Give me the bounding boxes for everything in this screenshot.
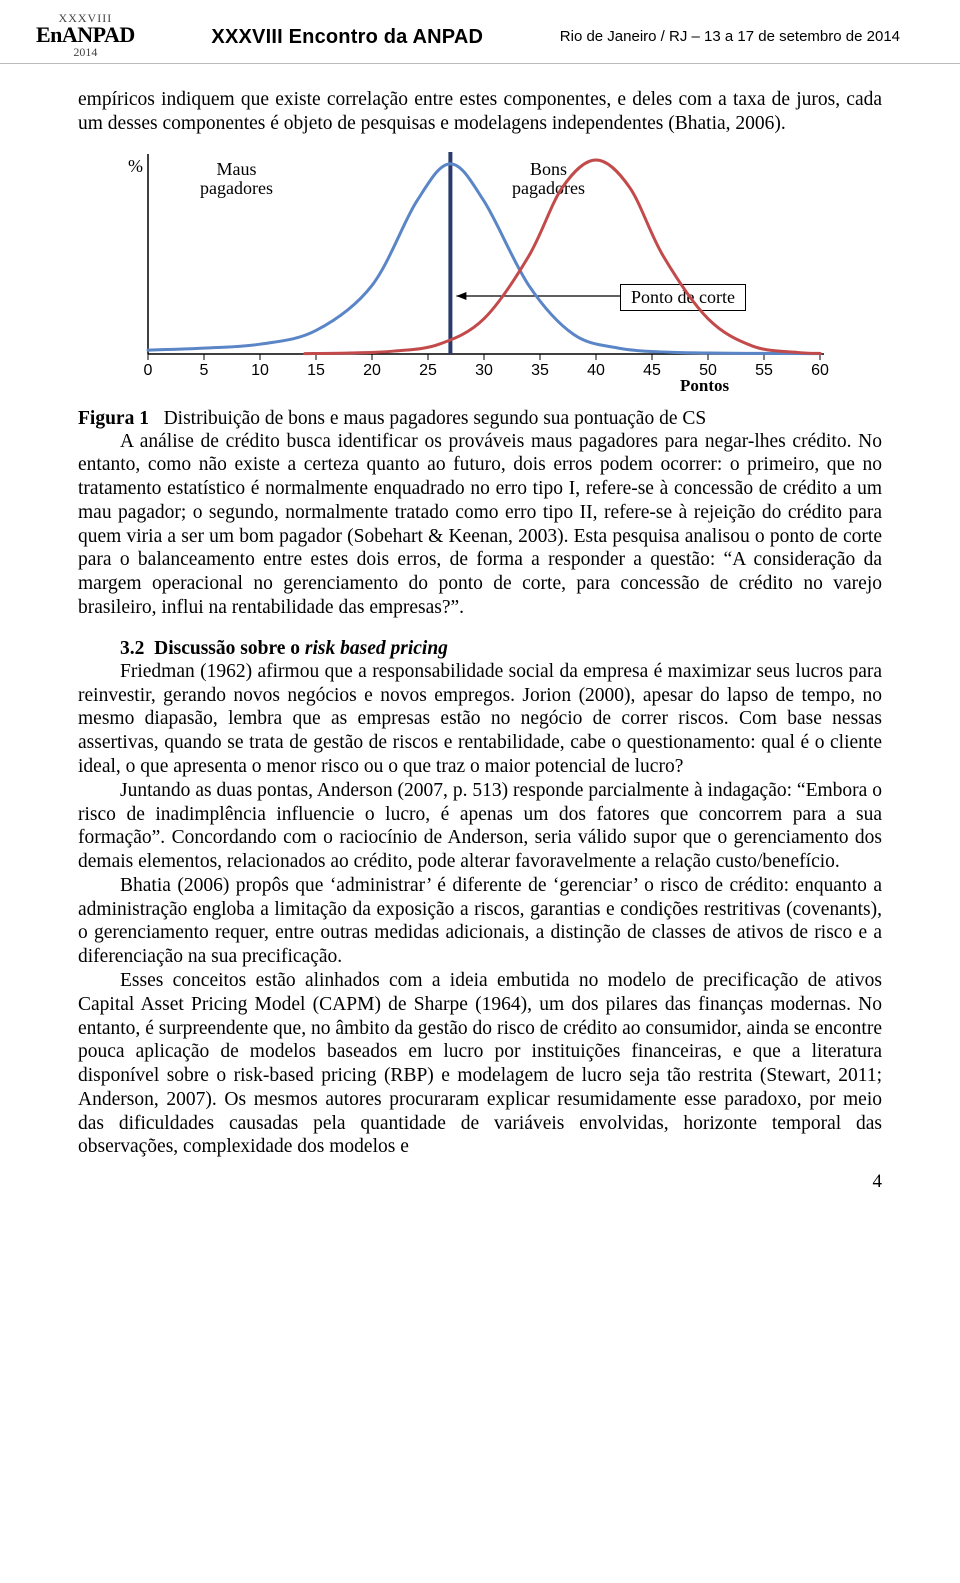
intro-paragraph: empíricos indiquem que existe correlação… [78, 88, 882, 136]
x-tick-label: 50 [694, 362, 722, 380]
x-tick-label: 40 [582, 362, 610, 380]
x-tick-label: 30 [470, 362, 498, 380]
x-tick-label: 25 [414, 362, 442, 380]
x-tick-label: 15 [302, 362, 330, 380]
body-paragraph-3: Juntando as duas pontas, Anderson (2007,… [78, 779, 882, 874]
figure-caption: Figura 1 Distribuição de bons e maus pag… [78, 408, 882, 430]
body-paragraph-1: A análise de crédito busca identificar o… [78, 430, 882, 620]
x-tick-label: 55 [750, 362, 778, 380]
body-paragraph-2: Friedman (1962) afirmou que a responsabi… [78, 660, 882, 779]
x-tick-label: 20 [358, 362, 386, 380]
body-paragraph-4: Bhatia (2006) propôs que ‘administrar’ é… [78, 874, 882, 969]
x-tick-label: 5 [190, 362, 218, 380]
distribution-chart: % Mauspagadores Bonspagadores Ponto de c… [100, 144, 860, 404]
figure-caption-text: Distribuição de bons e maus pagadores se… [164, 408, 707, 429]
x-tick-label: 45 [638, 362, 666, 380]
logo-brand: EnANPAD [36, 24, 135, 46]
section-heading-pre: Discussão sobre o [154, 638, 305, 659]
x-tick-label: 60 [806, 362, 834, 380]
page-header: XXXVIII EnANPAD 2014 XXXVIII Encontro da… [0, 0, 960, 64]
x-tick-label: 35 [526, 362, 554, 380]
figure-label: Figura 1 [78, 408, 149, 429]
section-number: 3.2 [120, 638, 144, 659]
section-heading-term: risk based pricing [305, 638, 448, 659]
header-title: XXXVIII Encontro da ANPAD [211, 26, 483, 49]
x-tick-label: 10 [246, 362, 274, 380]
body-paragraph-5: Esses conceitos estão alinhados com a id… [78, 969, 882, 1159]
logo-year: 2014 [73, 46, 97, 58]
header-venue: Rio de Janeiro / RJ – 13 a 17 de setembr… [560, 28, 900, 45]
x-tick-label: 0 [134, 362, 162, 380]
page-number: 4 [873, 1171, 883, 1193]
logo: XXXVIII EnANPAD 2014 [36, 12, 135, 58]
section-heading: 3.2 Discussão sobre o risk based pricing [120, 638, 882, 660]
